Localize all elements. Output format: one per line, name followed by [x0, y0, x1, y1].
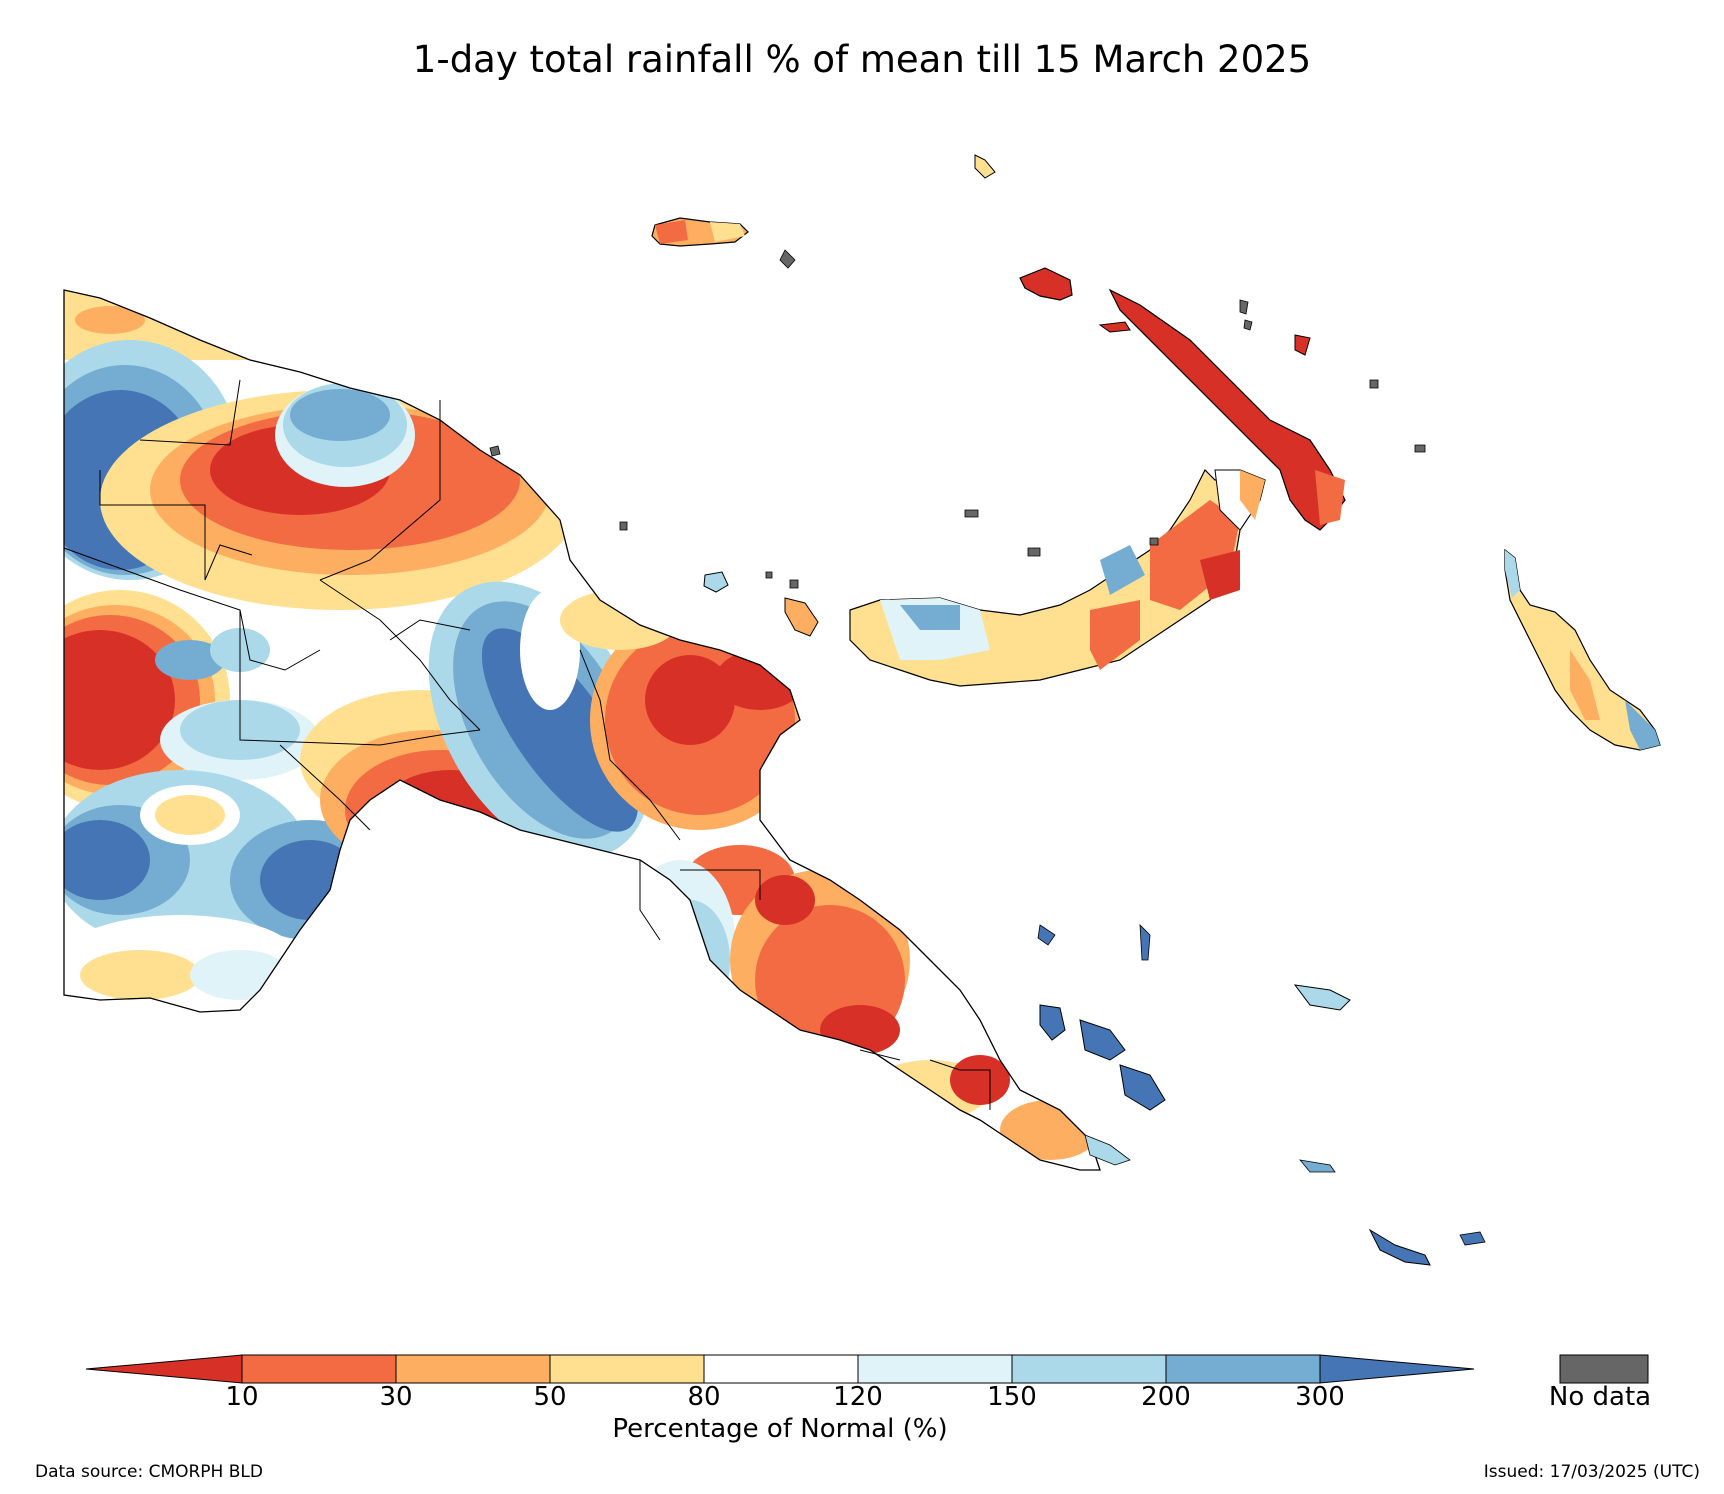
colorbar-bin-150-200 — [1011, 1354, 1167, 1384]
colorbar-bin-30-50 — [395, 1354, 551, 1384]
map-title: 1-day total rainfall % of mean till 15 M… — [412, 38, 1312, 81]
new-britain-island — [849, 468, 1266, 687]
colorbar-bin-200-300 — [1165, 1354, 1321, 1384]
bougainville-island — [1504, 548, 1661, 751]
tick-label-30: 30 — [379, 1382, 413, 1412]
colorbar-bin-10-30 — [241, 1354, 397, 1384]
no-data-islands — [489, 299, 1426, 589]
manus-island — [651, 154, 996, 269]
tick-label-300: 300 — [1295, 1382, 1345, 1412]
mainland-outline — [63, 289, 1101, 1171]
colorbar-min-arrow — [85, 1354, 243, 1384]
colorbar-bin-80-120 — [703, 1354, 859, 1384]
tick-label-150: 150 — [987, 1382, 1037, 1412]
data-source-note: Data source: CMORPH BLD — [35, 1462, 263, 1482]
tick-label-80: 80 — [687, 1382, 721, 1412]
no-data-label: No data — [1548, 1382, 1652, 1412]
tick-label-10: 10 — [225, 1382, 259, 1412]
issued-date-note: Issued: 17/03/2025 (UTC) — [1483, 1462, 1700, 1482]
colorbar-bin-120-150 — [857, 1354, 1013, 1384]
colorbar-max-arrow — [1319, 1354, 1475, 1384]
no-data-swatch — [1559, 1354, 1649, 1384]
tick-label-200: 200 — [1141, 1382, 1191, 1412]
province-boundaries — [63, 379, 991, 1110]
offshore-islands — [703, 571, 1486, 1266]
colorbar-bin-50-80 — [549, 1354, 705, 1384]
colorbar-axis-label: Percentage of Normal (%) — [612, 1414, 948, 1444]
tick-label-120: 120 — [833, 1382, 883, 1412]
tick-label-50: 50 — [533, 1382, 567, 1412]
new-ireland-island — [1019, 267, 1346, 531]
